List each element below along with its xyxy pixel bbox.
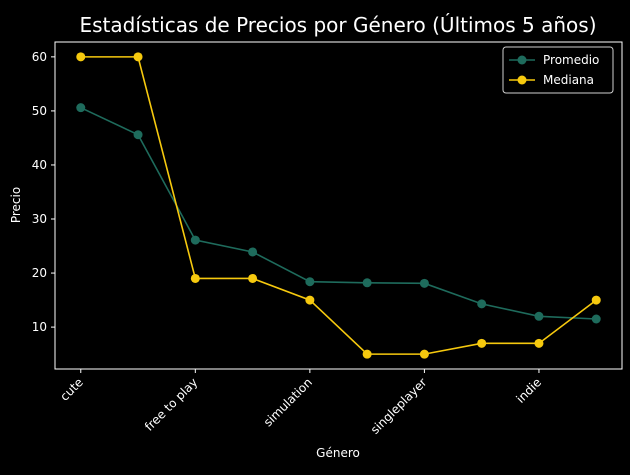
data-point-promedio [248, 247, 258, 257]
data-point-promedio [591, 314, 601, 324]
x-tick-label: indie [513, 375, 544, 406]
legend-marker-promedio [517, 55, 527, 65]
data-point-promedio [76, 103, 86, 113]
legend-marker-mediana [517, 75, 527, 85]
x-tick-label: singleplayer [368, 375, 430, 437]
x-tick-label: simulation [261, 375, 315, 429]
data-point-mediana [305, 295, 315, 305]
data-point-mediana [190, 273, 200, 283]
y-tick-label: 50 [32, 104, 47, 118]
data-point-promedio [133, 130, 143, 140]
data-point-mediana [477, 338, 487, 348]
data-point-mediana [133, 52, 143, 62]
data-point-mediana [362, 349, 372, 359]
data-point-promedio [477, 299, 487, 309]
series-line-promedio [80, 106, 597, 320]
data-point-promedio [362, 278, 372, 288]
data-point-mediana [76, 52, 86, 62]
data-point-mediana [534, 338, 544, 348]
series-line-mediana [80, 56, 597, 355]
x-tick-label: cute [57, 375, 85, 403]
y-tick-label: 20 [32, 266, 47, 280]
data-point-promedio [419, 278, 429, 288]
y-tick-label: 40 [32, 158, 47, 172]
y-tick-label: 60 [32, 50, 47, 64]
plot-frame [54, 41, 623, 370]
y-axis-label: Precio [9, 187, 23, 223]
legend-label-promedio: Promedio [543, 53, 599, 67]
legend-box [502, 46, 614, 94]
x-tick-label: free to play [142, 375, 201, 434]
data-point-promedio [305, 277, 315, 287]
y-tick-label: 30 [32, 212, 47, 226]
x-axis-label: Género [316, 446, 360, 460]
data-point-promedio [190, 235, 200, 245]
data-point-mediana [419, 349, 429, 359]
data-point-promedio [534, 311, 544, 321]
plot-area: 10 20 30 40 50 60 cute free to play simulation si… [32, 41, 623, 437]
legend-label-mediana: Mediana [543, 73, 594, 87]
data-point-mediana [248, 273, 258, 283]
data-point-mediana [591, 295, 601, 305]
chart-title: Estadísticas de Precios por Género (Últi… [79, 13, 596, 37]
legend: Promedio Mediana [502, 46, 614, 94]
y-tick-label: 10 [32, 320, 47, 334]
